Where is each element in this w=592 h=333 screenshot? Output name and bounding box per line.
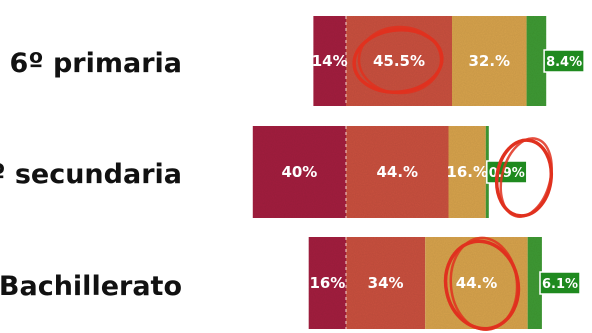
bar-segment	[308, 237, 346, 329]
segment-value-label: 8.4%	[546, 55, 582, 70]
category-label: 3º secundaria	[0, 159, 182, 190]
category-label: 6º primaria	[10, 48, 182, 79]
bar-segment	[346, 237, 426, 329]
segment-value-label: 44.%	[376, 163, 418, 181]
bar-segment	[252, 126, 346, 218]
segment-value-label: 6.1%	[542, 277, 578, 292]
segment-value-label: 45.5%	[373, 52, 425, 70]
bar-segment	[448, 126, 486, 218]
segment-value-label: 34%	[368, 274, 404, 292]
bar-segment	[346, 126, 449, 218]
bar-segment	[313, 16, 346, 106]
bar-segment	[526, 16, 547, 106]
segment-value-label: 32.%	[468, 52, 510, 70]
category-label: Bachillerato	[0, 271, 182, 302]
highlight-circle-stroke	[449, 236, 519, 331]
bar-segment	[452, 16, 527, 106]
tail-value-tag	[539, 271, 581, 295]
bar-segment	[527, 237, 542, 329]
segment-value-label: 0.9%	[489, 166, 525, 181]
segment-value-label: 16%	[309, 274, 345, 292]
segment-value-label: 16.%	[446, 163, 488, 181]
segment-value-label: 44.%	[456, 274, 498, 292]
highlight-circle-stroke	[499, 137, 553, 218]
segment-value-label: 40%	[281, 163, 317, 181]
bar-row: Bachillerato 16% 34% 44.% 6.1%	[0, 237, 581, 329]
tail-value-tag	[543, 49, 585, 73]
segment-value-label: 14%	[312, 52, 348, 70]
bar-row: 3º secundaria 40% 44.% 16.%0.9%	[0, 126, 528, 218]
bar-row: 6º primaria 14% 45.5% 32.% 8.4%	[10, 16, 585, 106]
highlight-circle-stroke	[357, 25, 443, 95]
